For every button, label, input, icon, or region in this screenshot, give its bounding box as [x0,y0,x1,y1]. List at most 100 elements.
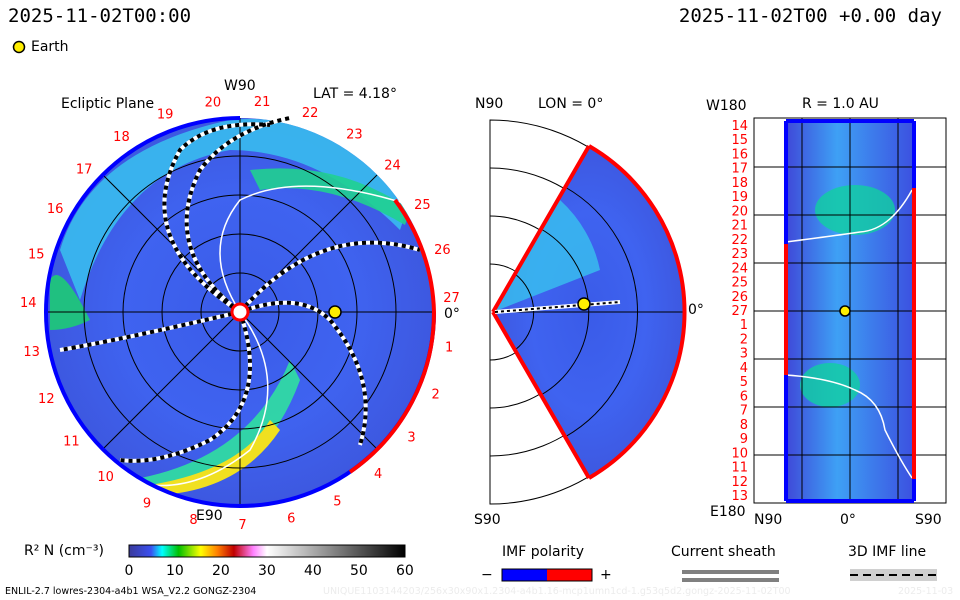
x-label-s90: S90 [915,512,942,528]
colorbar-tick: 40 [304,563,322,579]
sector-label: 25 [414,198,431,213]
sector-label: 20 [205,96,222,111]
sector-label: 15 [731,133,748,148]
sector-label: 10 [731,446,748,461]
sector-label: 4 [740,361,748,376]
colorbar-label: R² N (cm⁻³) [24,543,104,559]
w180-label: W180 [706,98,747,114]
current-sheath [219,185,411,313]
meridional-zero-label: 0° [688,302,704,318]
sector-label: 8 [189,513,197,528]
earth-legend-label: Earth [31,39,69,55]
colorbar-tick: 20 [212,563,230,579]
sector-label: 19 [731,190,748,205]
x-label-zero: 0° [840,512,856,528]
sector-label: 21 [731,219,748,234]
polarity-boundary [491,144,687,480]
colorbar [128,544,406,558]
w90-label: W90 [224,78,256,94]
n90-label: N90 [475,96,504,112]
sector-label: 17 [731,162,748,177]
polarity-ring-positive [348,311,437,474]
imf-line-title: 3D IMF line [848,544,927,560]
colorbar-tick: 0 [124,563,134,579]
polarity-ring-positive [393,198,436,313]
sector-label: 11 [63,435,80,450]
sector-label: 3 [740,347,748,362]
sector-label: 16 [731,147,748,162]
sector-label: 15 [28,248,45,263]
sector-label: 22 [731,233,748,248]
sector-label: 13 [23,345,40,360]
sector-label: 24 [731,261,748,276]
sector-label: 13 [731,489,748,504]
colorbar-tick: 50 [350,563,368,579]
sector-label: 9 [143,497,151,512]
imf-plus-label: + [600,567,612,583]
timestamp: 2025-11-02T00:00 [8,5,192,27]
sector-label: 7 [740,404,748,419]
imf-field-lines [59,116,421,463]
sector-label: 4 [374,467,382,482]
ecliptic-zero-label: 0° [444,306,460,322]
sector-label: 12 [38,392,55,407]
sector-label: 26 [731,290,748,305]
radius-title: R = 1.0 AU [802,96,879,112]
sector-label: 19 [157,108,174,123]
sector-label: 21 [254,95,271,110]
sun-icon [230,302,250,322]
colorbar-tick: 10 [166,563,184,579]
model-info: ENLIL-2.7 lowres-2304-a4b1 WSA_V2.2 GONG… [5,586,257,597]
meridional-plane-plot [489,119,687,505]
sector-label: 10 [97,470,114,485]
colorbar-tick: 30 [258,563,276,579]
density-feature [800,363,860,407]
sector-label: 22 [302,106,319,121]
sector-label: 8 [740,418,748,433]
density-feature [493,200,600,312]
sector-label: 14 [731,119,748,134]
current-sheath [149,311,269,487]
earth-marker-icon [328,305,342,319]
sector-label: 27 [731,304,748,319]
sector-label: 17 [76,162,93,177]
sector-label: 5 [740,375,748,390]
sector-label: 1 [445,340,453,355]
sector-label: 18 [113,130,130,145]
sector-label: 26 [434,243,451,258]
colorbar-tick: 60 [396,563,414,579]
sector-label: 6 [287,512,295,527]
current-sheath-swatch [682,578,779,582]
imf-swatch-border [501,568,593,582]
s90-label: S90 [474,512,501,528]
sector-label: 2 [740,332,748,347]
current-sheath [785,374,913,479]
sector-label: 3 [407,431,415,446]
lon-label: LON = 0° [538,96,604,112]
sector-label: 7 [238,518,246,533]
e90-label: E90 [196,508,223,524]
density-feature [815,185,895,235]
sector-label: 18 [731,176,748,191]
sector-label: 25 [731,276,748,291]
wedge-grid [493,186,685,438]
sector-label: 12 [731,475,748,490]
x-label-n90: N90 [754,512,783,528]
sector-label: 9 [740,432,748,447]
footer-date: 2025-11-03 [898,586,954,597]
e180-label: E180 [710,504,746,520]
earth-legend-icon [12,40,26,54]
radial-map-plot: 1415161718192021222324252627123456789101… [731,117,947,504]
run-id: UNIQUE1103144203/256x30x90x1.2304-a4b1.1… [323,586,791,597]
earth-marker-icon [839,305,851,317]
sector-label: 16 [47,202,64,217]
imf-positive-swatch [547,569,592,581]
earth-marker-icon [577,297,591,311]
lat-label: LAT = 4.18° [313,86,397,102]
sector-label: 5 [333,494,341,509]
sector-label: 20 [731,204,748,219]
sector-label: 6 [740,389,748,404]
sector-label: 24 [384,159,401,174]
